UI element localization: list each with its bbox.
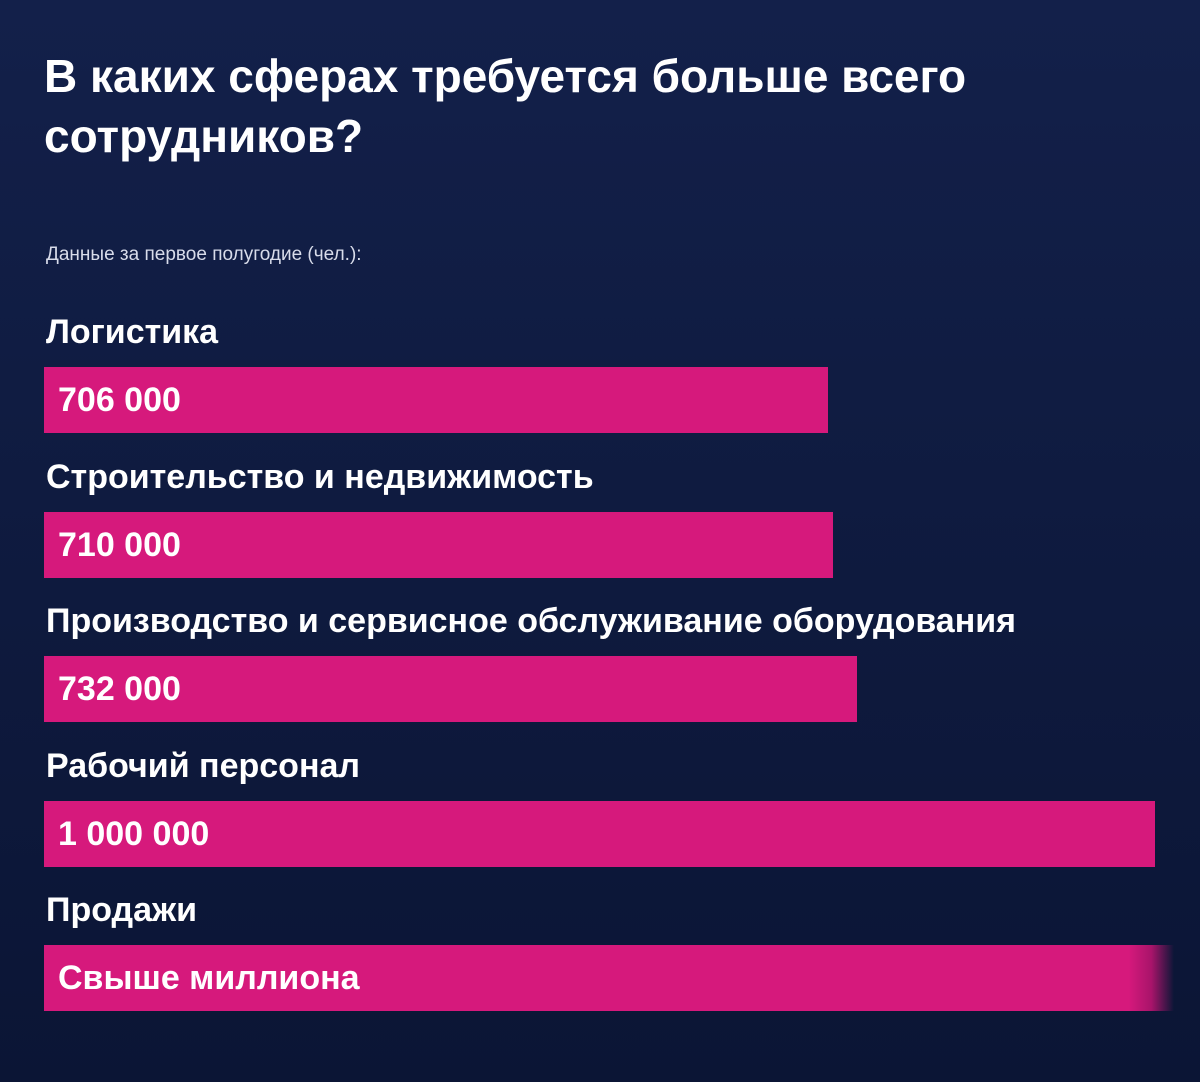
bar: 710 000 <box>44 511 833 578</box>
bar: 706 000 <box>44 367 828 433</box>
category-label: Логистика <box>46 313 219 351</box>
chart-title: В каких сферах требуется больше всего со… <box>44 50 967 162</box>
bar-value-label: 732 000 <box>58 670 181 708</box>
category-label: Рабочий персонал <box>46 746 360 785</box>
bar-value-label: 706 000 <box>58 381 181 419</box>
category-label: Строительство и недвижимость <box>46 457 594 496</box>
bar-value-label: Свыше миллиона <box>58 959 360 997</box>
chart-subtitle: Данные за первое полугодие (чел.): <box>46 244 362 265</box>
bar-value-label: 1 000 000 <box>58 814 210 853</box>
bar: 732 000 <box>44 656 857 722</box>
bar: 1 000 000 <box>44 800 1155 867</box>
bar: Свыше миллиона <box>44 945 1174 1011</box>
bar-value-label: 710 000 <box>58 525 181 564</box>
bar-chart: Логистика 706 000 Строительство и недвижим… <box>44 0 1174 1082</box>
category-label: Продажи <box>46 891 198 929</box>
category-label: Производство и сервисное обслуживание об… <box>46 602 1016 640</box>
